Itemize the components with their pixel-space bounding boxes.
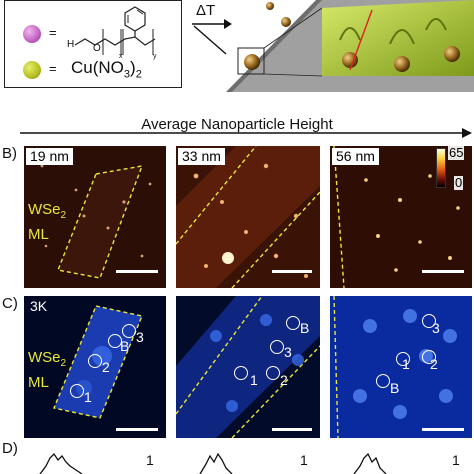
point-marker <box>70 384 84 398</box>
row-d-label: D) <box>2 440 18 457</box>
point-label: 3 <box>284 344 292 360</box>
point-marker <box>376 374 390 388</box>
point-marker <box>422 350 436 364</box>
norm-label-1: 1 <box>146 452 154 468</box>
colorbar-min: 0 <box>454 175 464 190</box>
row-b-label: B) <box>2 145 17 162</box>
afm-panel-3: 56 nm <box>330 146 472 288</box>
point-label: 2 <box>280 372 288 388</box>
afm-panel-2: 33 nm <box>176 146 320 288</box>
salt-sphere-icon <box>23 61 41 79</box>
struct-h: H <box>67 39 75 50</box>
afm-image-2 <box>176 146 320 288</box>
afm-tag-3: 56 nm <box>332 148 379 165</box>
point-marker <box>270 340 284 354</box>
point-label: 1 <box>84 389 92 405</box>
point-label: 3 <box>432 320 440 336</box>
point-marker <box>266 366 280 380</box>
spectra-traces <box>39 452 387 474</box>
height-colorbar <box>436 148 446 188</box>
norm-label-2: 1 <box>300 452 308 468</box>
pl-image-2 <box>176 296 320 438</box>
heat-label: ΔT <box>196 2 216 19</box>
pl-panel-1: 3K WSe2 ML 1 2 3 B <box>24 296 166 438</box>
point-label: 3 <box>136 329 144 345</box>
point-marker <box>88 354 102 368</box>
point-label: 2 <box>430 356 438 372</box>
height-axis-label: Average Nanoparticle Height <box>141 116 333 133</box>
afm-panel-1: 19 nm WSe2 ML <box>24 146 166 288</box>
scalebar-c3 <box>422 428 464 431</box>
salt-label: Cu(NO3)2 <box>71 58 142 81</box>
material-label-c: WSe2 ML <box>28 349 67 391</box>
afm-image-1 <box>24 146 166 288</box>
pl-tag-1: 3K <box>30 298 48 314</box>
pl-panel-3: 1 2 3 B <box>330 296 472 438</box>
afm-tag-1: 19 nm <box>26 148 73 165</box>
material-label-b: WSe2 ML <box>28 201 67 243</box>
struct-o: O <box>93 43 101 54</box>
point-label: B <box>300 320 310 336</box>
height-axis-arrow <box>20 128 472 138</box>
scalebar-b2 <box>272 270 312 273</box>
scalebar-c2 <box>272 428 312 431</box>
point-label: 1 <box>402 356 410 372</box>
colorbar-max: 65 <box>448 145 465 160</box>
point-marker <box>396 352 410 366</box>
norm-label-3: 1 <box>452 452 460 468</box>
pl-image-3 <box>330 296 472 438</box>
point-label: B <box>390 380 400 396</box>
point-marker <box>122 324 136 338</box>
pl-panel-2: 1 2 3 B <box>176 296 320 438</box>
salt-equals: = <box>49 61 57 76</box>
point-marker <box>286 316 300 330</box>
deposition-schematic <box>192 0 474 92</box>
point-marker <box>422 314 436 328</box>
point-marker <box>108 334 122 348</box>
scalebar-b3 <box>422 270 464 273</box>
struct-x: x <box>119 53 123 60</box>
scalebar-c1 <box>116 428 158 431</box>
row-c-label: C) <box>2 295 18 312</box>
point-marker <box>234 366 248 380</box>
afm-image-3 <box>330 146 472 288</box>
ligand-equals: = <box>49 25 57 40</box>
legend-box: = H O x y = Cu(NO3)2 <box>4 0 182 88</box>
point-label: B <box>120 338 130 354</box>
point-label: 2 <box>102 359 110 375</box>
scalebar-b1 <box>116 270 158 273</box>
point-label: 1 <box>250 372 258 388</box>
ligand-sphere-icon <box>23 25 41 43</box>
afm-tag-2: 33 nm <box>178 148 225 165</box>
struct-y: y <box>153 53 157 60</box>
polymer-structure <box>74 6 156 55</box>
